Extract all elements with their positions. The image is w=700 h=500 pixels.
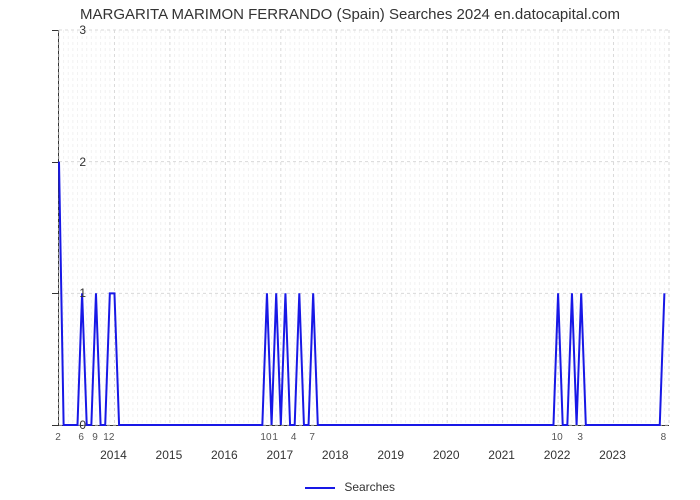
y-axis-label: 0 bbox=[79, 418, 86, 432]
plot-area bbox=[58, 30, 669, 426]
x-axis-year-label: 2018 bbox=[322, 448, 349, 462]
legend-label: Searches bbox=[344, 480, 395, 494]
legend-swatch bbox=[305, 487, 335, 489]
chart-title: MARGARITA MARIMON FERRANDO (Spain) Searc… bbox=[0, 6, 700, 23]
x-axis-value-label: 8 bbox=[661, 432, 667, 443]
x-axis-value-label: 6 bbox=[78, 432, 84, 443]
x-axis-year-label: 2019 bbox=[377, 448, 404, 462]
y-axis-label: 3 bbox=[79, 23, 86, 37]
chart-container: MARGARITA MARIMON FERRANDO (Spain) Searc… bbox=[0, 0, 700, 500]
x-axis-value-label: 9 bbox=[92, 432, 98, 443]
y-axis-label: 2 bbox=[79, 155, 86, 169]
line-chart-svg bbox=[59, 30, 669, 425]
x-axis-year-label: 2016 bbox=[211, 448, 238, 462]
x-axis-value-label: 1 bbox=[272, 432, 278, 443]
x-axis-value-label: 4 bbox=[291, 432, 297, 443]
x-axis-year-label: 2014 bbox=[100, 448, 127, 462]
x-axis-year-label: 2015 bbox=[156, 448, 183, 462]
x-axis-value-label: 3 bbox=[577, 432, 583, 443]
y-axis-label: 1 bbox=[79, 286, 86, 300]
x-axis-year-label: 2020 bbox=[433, 448, 460, 462]
x-axis-value-label: 2 bbox=[55, 432, 61, 443]
x-axis-year-label: 2021 bbox=[488, 448, 515, 462]
legend: Searches bbox=[0, 480, 700, 494]
x-axis-year-label: 2017 bbox=[266, 448, 293, 462]
x-axis-value-label: 10 bbox=[552, 432, 563, 443]
x-axis-value-label: 7 bbox=[309, 432, 315, 443]
x-axis-year-label: 2023 bbox=[599, 448, 626, 462]
x-axis-year-label: 2022 bbox=[544, 448, 571, 462]
x-axis-value-label: 12 bbox=[103, 432, 114, 443]
x-axis-value-label: 10 bbox=[260, 432, 271, 443]
